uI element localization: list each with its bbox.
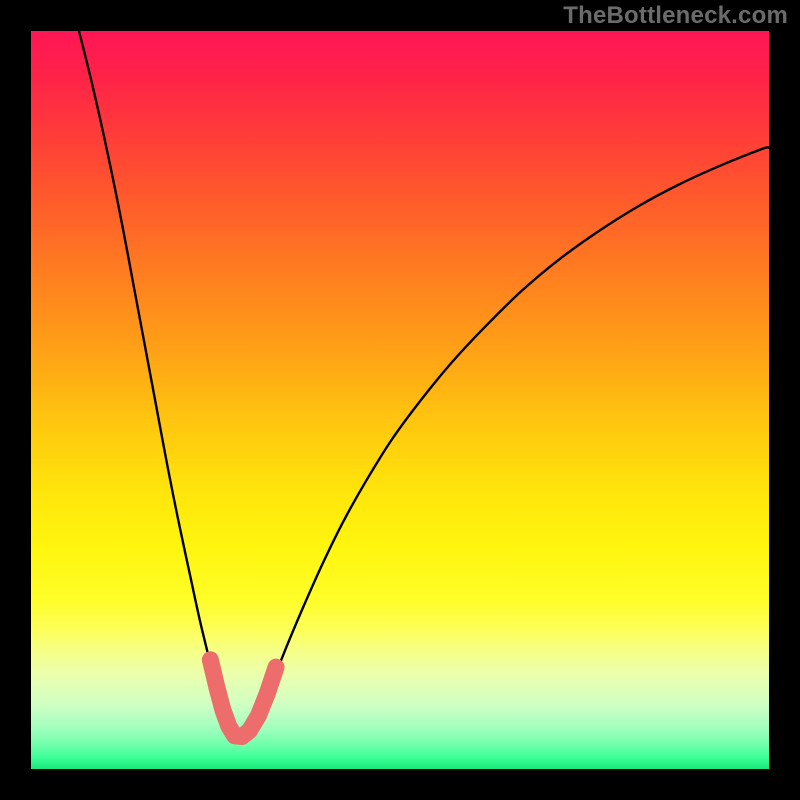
bottleneck-chart bbox=[0, 0, 800, 800]
chart-root: TheBottleneck.com bbox=[0, 0, 800, 800]
plot-area bbox=[31, 31, 769, 769]
watermark-text: TheBottleneck.com bbox=[563, 2, 788, 30]
